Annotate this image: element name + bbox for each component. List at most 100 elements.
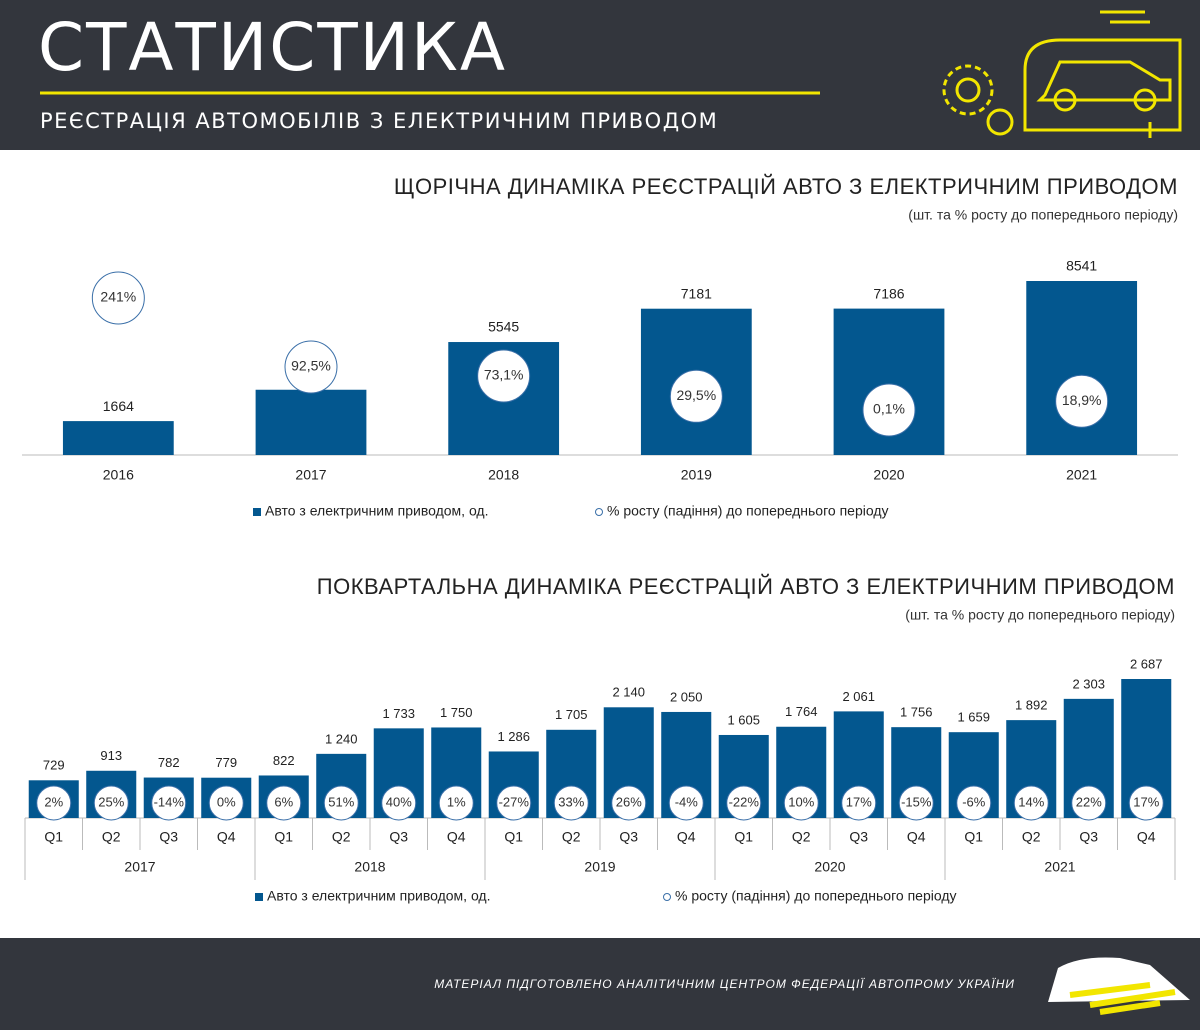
chart-subtitle: (шт. та % росту до попереднього періоду): [905, 607, 1175, 623]
value-label: 2 061: [842, 689, 875, 704]
x-tick-label: Q2: [792, 829, 811, 845]
bar: [62, 421, 174, 455]
x-tick-label: 2020: [873, 467, 904, 483]
growth-marker: [841, 785, 877, 821]
value-label: 1 286: [497, 729, 530, 744]
growth-marker: [956, 785, 992, 821]
legend-label: Авто з електричним приводом, од.: [265, 503, 489, 519]
chart-title: ПОКВАРТАЛЬНА ДИНАМІКА РЕЄСТРАЦІЙ АВТО З …: [317, 574, 1175, 599]
growth-label: 0,1%: [873, 401, 905, 417]
bar: [255, 389, 367, 455]
growth-marker: [496, 785, 532, 821]
chart-subtitle: (шт. та % росту до попереднього періоду): [908, 207, 1178, 223]
x-tick-label: 2019: [681, 467, 712, 483]
growth-marker: [669, 369, 723, 423]
growth-label: 26%: [616, 794, 642, 809]
icon-wheel: [1053, 88, 1077, 112]
value-label: 913: [100, 748, 122, 763]
growth-marker: [611, 785, 647, 821]
growth-marker: [284, 340, 338, 394]
group-label: 2019: [584, 859, 615, 875]
x-tick-label: Q1: [734, 829, 753, 845]
x-tick-label: 2018: [488, 467, 519, 483]
value-label: 1 764: [785, 704, 818, 719]
growth-marker: [783, 785, 819, 821]
footer-band: [0, 938, 1200, 1030]
growth-label: 33%: [558, 794, 584, 809]
icon-gear: [942, 64, 994, 116]
growth-marker: [266, 785, 302, 821]
legend-marker: [663, 893, 671, 901]
icon-gear-hub: [955, 77, 981, 103]
growth-marker: [668, 785, 704, 821]
growth-label: -22%: [729, 794, 760, 809]
growth-label: 18,9%: [1062, 392, 1102, 408]
growth-label: 17%: [1133, 794, 1159, 809]
growth-label: 241%: [100, 289, 136, 305]
icon-frame: [1023, 38, 1182, 132]
growth-marker: [93, 785, 129, 821]
legend-label: Авто з електричним приводом, од.: [267, 888, 491, 904]
value-label: 2 140: [612, 685, 645, 700]
growth-marker: [1013, 785, 1049, 821]
footer-logo: [1048, 957, 1190, 1015]
growth-marker: [1055, 374, 1109, 428]
bar: [1026, 281, 1138, 455]
growth-label: 22%: [1076, 794, 1102, 809]
growth-label: 0%: [217, 794, 236, 809]
growth-label: 29,5%: [676, 387, 716, 403]
growth-marker: [726, 785, 762, 821]
x-tick-label: Q1: [964, 829, 983, 845]
growth-label: 1%: [447, 794, 466, 809]
growth-marker: [1071, 785, 1107, 821]
x-tick-label: Q3: [1079, 829, 1098, 845]
x-tick-label: Q3: [159, 829, 178, 845]
x-tick-label: Q2: [1022, 829, 1041, 845]
legend-label: % росту (падіння) до попереднього період…: [675, 888, 956, 904]
growth-label: 17%: [846, 794, 872, 809]
legend-marker: [253, 508, 261, 516]
growth-marker: [36, 785, 72, 821]
growth-marker: [477, 349, 531, 403]
header-subtitle: РЕЄСТРАЦІЯ АВТОМОБІЛІВ З ЕЛЕКТРИЧНИМ ПРИ…: [40, 109, 718, 133]
growth-marker: [438, 785, 474, 821]
value-label: 1664: [103, 398, 134, 414]
group-label: 2017: [124, 859, 155, 875]
value-label: 1 705: [555, 707, 588, 722]
growth-label: -15%: [901, 794, 932, 809]
growth-label: -27%: [499, 794, 530, 809]
value-label: 7181: [681, 285, 712, 301]
x-tick-label: Q2: [102, 829, 121, 845]
growth-marker: [862, 383, 916, 437]
x-tick-label: Q3: [389, 829, 408, 845]
growth-label: 25%: [98, 794, 124, 809]
footer-text: МАТЕРІАЛ ПІДГОТОВЛЕНО АНАЛІТИЧНИМ ЦЕНТРО…: [434, 977, 1015, 991]
growth-label: -14%: [154, 794, 185, 809]
growth-label: 10%: [788, 794, 814, 809]
x-tick-label: 2016: [103, 467, 134, 483]
header-band: [0, 0, 1200, 150]
growth-label: 2%: [44, 794, 63, 809]
group-label: 2018: [354, 859, 385, 875]
value-label: 7186: [873, 285, 904, 301]
icon-play: [986, 108, 1014, 136]
value-label: 1 892: [1015, 698, 1048, 713]
x-tick-label: Q1: [274, 829, 293, 845]
growth-marker: [91, 271, 145, 325]
icon-car: [1036, 60, 1172, 102]
value-label: 2 687: [1130, 656, 1163, 671]
group-label: 2020: [814, 859, 845, 875]
x-tick-label: Q4: [217, 829, 236, 845]
value-label: 5545: [488, 319, 519, 335]
value-label: 782: [158, 755, 180, 770]
header-icon: [942, 10, 1182, 138]
x-tick-label: Q1: [504, 829, 523, 845]
value-label: 1 756: [900, 705, 933, 720]
legend-marker: [255, 893, 263, 901]
logo-stripes: [1069, 982, 1176, 1015]
value-label: 1 733: [382, 706, 415, 721]
growth-label: 92,5%: [291, 358, 331, 374]
growth-marker: [208, 785, 244, 821]
legend-marker: [595, 508, 603, 516]
